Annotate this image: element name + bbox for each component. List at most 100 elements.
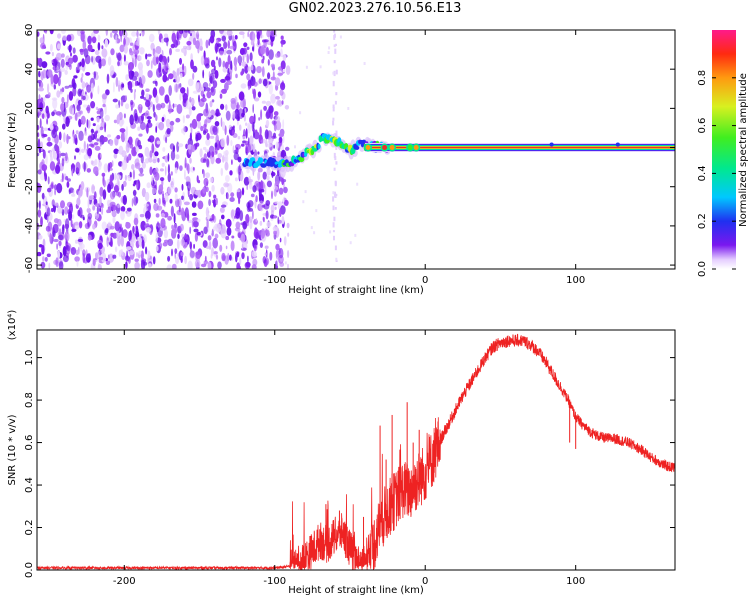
spectrogram-noise-blob <box>127 80 133 91</box>
snr-x-tick-label: -100 <box>263 576 286 587</box>
spectrogram-noise-blob <box>59 91 63 95</box>
spectrogram-noise-blob <box>152 80 157 84</box>
spectrogram-noise-blob <box>193 220 199 228</box>
spectrogram-noise-blob <box>277 66 284 71</box>
colorbar-tick-label: 0.6 <box>697 118 708 134</box>
spectrogram-noise-blob <box>281 100 284 105</box>
snr-x-ticks: -200 -100 0 100 <box>113 330 585 587</box>
spectrogram-noise-blob <box>271 135 277 139</box>
spectrogram-noise-blob <box>141 161 146 169</box>
spectrogram-noise-blob <box>273 188 277 197</box>
spectrogram-noise-blob <box>131 235 137 244</box>
spectrogram-noise-blob <box>102 103 106 108</box>
spectrogram-noise-blob <box>222 60 226 69</box>
spectrogram-noise-blob <box>260 189 265 193</box>
spectrogram-noise-blob <box>242 108 245 117</box>
spectrogram-noise-blob <box>287 263 289 269</box>
spectrogram-noise-blob <box>208 190 212 198</box>
spectrogram-noise-blob <box>211 213 215 221</box>
spectrogram-noise-blob <box>259 220 263 226</box>
spectrogram-noise-blob <box>64 206 69 215</box>
colorbar-tick-label: 0.4 <box>697 165 708 181</box>
spectrogram-noise-blob <box>253 219 258 225</box>
page-title: GN02.2023.276.10.56.E13 <box>288 1 462 16</box>
spectrogram-noise-blob <box>38 235 43 240</box>
spectrogram-noise-blob <box>87 135 93 143</box>
spectrogram-noise-blob <box>110 32 113 38</box>
spectrogram-noise-blob <box>230 60 233 71</box>
spectrogram-noise-blob <box>246 73 251 81</box>
spectrogram-noise-blob <box>174 248 178 255</box>
spectrogram-noise-blob <box>79 243 85 250</box>
spectrogram-noise-blob <box>118 180 120 189</box>
spectrogram-noise-blob <box>74 256 80 262</box>
spectrogram-noise-blob <box>335 92 338 96</box>
spectrogram-noise-blob <box>135 146 139 153</box>
spectrogram-noise-blob <box>140 220 146 231</box>
spectrogram-noise-blob <box>136 180 139 189</box>
spectrogram-noise-blob <box>98 198 101 204</box>
colorbar: 0.0 0.2 0.4 0.6 0.8 Normalized spectral ampl… <box>697 30 749 277</box>
spectrogram-noise-blob <box>334 191 336 198</box>
spectrogram-noise-blob <box>209 75 213 84</box>
spectrogram-noise-blob <box>67 57 74 65</box>
spectrogram-noise-blob <box>44 257 48 262</box>
spectrogram-noise-blob <box>281 42 283 48</box>
spectrogram-noise-blob <box>242 47 247 55</box>
spectrogram-noise-blob <box>280 35 284 40</box>
spectrogram-noise-blob <box>112 254 117 259</box>
spectrogram-noise-blob <box>97 85 100 95</box>
spectrogram-noise-blob <box>163 229 169 239</box>
spectrogram-noise-blob <box>145 246 148 255</box>
spectrogram-noise-blob <box>37 111 42 116</box>
spectrogram-noise-blob <box>179 223 184 232</box>
spectrogram-noise-blob <box>106 199 111 207</box>
spectrogram-noise-blob <box>101 45 104 50</box>
spectrogram-noise-blob <box>119 30 122 37</box>
spectrogram-noise-blob <box>155 245 159 252</box>
spectrogram-noise-blob <box>176 68 180 77</box>
spectrogram-noise-blob <box>57 43 61 50</box>
spectrogram-noise-blob <box>275 120 282 131</box>
spectrogram-noise-blob <box>262 171 267 180</box>
spectrogram-noise-blob <box>278 247 284 259</box>
spectrogram-noise-blob <box>273 215 277 219</box>
spectrogram-noise-blob <box>190 144 196 153</box>
spectrogram-noise-blob <box>129 229 132 241</box>
spectrogram-noise-blob <box>335 43 337 46</box>
spectrogram-noise-blob <box>192 212 197 216</box>
spectrogram-signal <box>241 132 675 173</box>
spectrogram-noise-blob <box>37 251 42 257</box>
spectrogram-noise-blob <box>156 140 161 145</box>
spectrogram-noise-blob <box>93 30 99 34</box>
spectrogram-noise-blob <box>97 159 102 171</box>
spectrogram-noise-blob <box>133 48 140 55</box>
spectrogram-noise-blob <box>150 60 153 70</box>
spectrogram-noise-blob <box>104 227 109 234</box>
spectrogram-noise-blob <box>268 83 273 95</box>
spectrogram-noise-blob <box>224 61 229 69</box>
spectrogram-noise-blob <box>267 59 270 66</box>
spectrogram-y-tick-label: 60 <box>24 24 35 37</box>
spectrogram-noise-blob <box>72 86 77 97</box>
spectrogram-noise-blob <box>176 104 183 114</box>
spectrogram-noise-blob <box>87 198 90 210</box>
spectrogram-noise-blob <box>38 244 43 248</box>
spectrogram-noise-blob <box>61 34 68 41</box>
spectrogram-noise-blob <box>41 244 45 255</box>
spectrogram-noise-blob <box>175 154 180 160</box>
spectrogram-noise-blob <box>84 131 88 136</box>
spectrogram-noise-blob <box>101 118 104 123</box>
spectrogram-noise-blob <box>270 204 275 213</box>
spectrogram-noise-blob <box>264 184 267 195</box>
spectrogram-noise-blob <box>224 161 229 171</box>
spectrogram-noise-blob <box>278 187 284 195</box>
spectrogram-noise-blob <box>120 206 126 212</box>
spectrogram-noise-blob <box>219 207 225 213</box>
spectrogram-panel: -200 -100 0 100 60 40 20 0 -20 -40 -60 Height of … <box>7 24 676 296</box>
spectrogram-noise-blob <box>47 176 50 185</box>
spectrogram-noise-blob <box>91 185 96 191</box>
spectrogram-noise-blob <box>259 126 262 136</box>
spectrogram-noise-blob <box>230 192 235 198</box>
spectrogram-noise-blob <box>187 219 193 223</box>
